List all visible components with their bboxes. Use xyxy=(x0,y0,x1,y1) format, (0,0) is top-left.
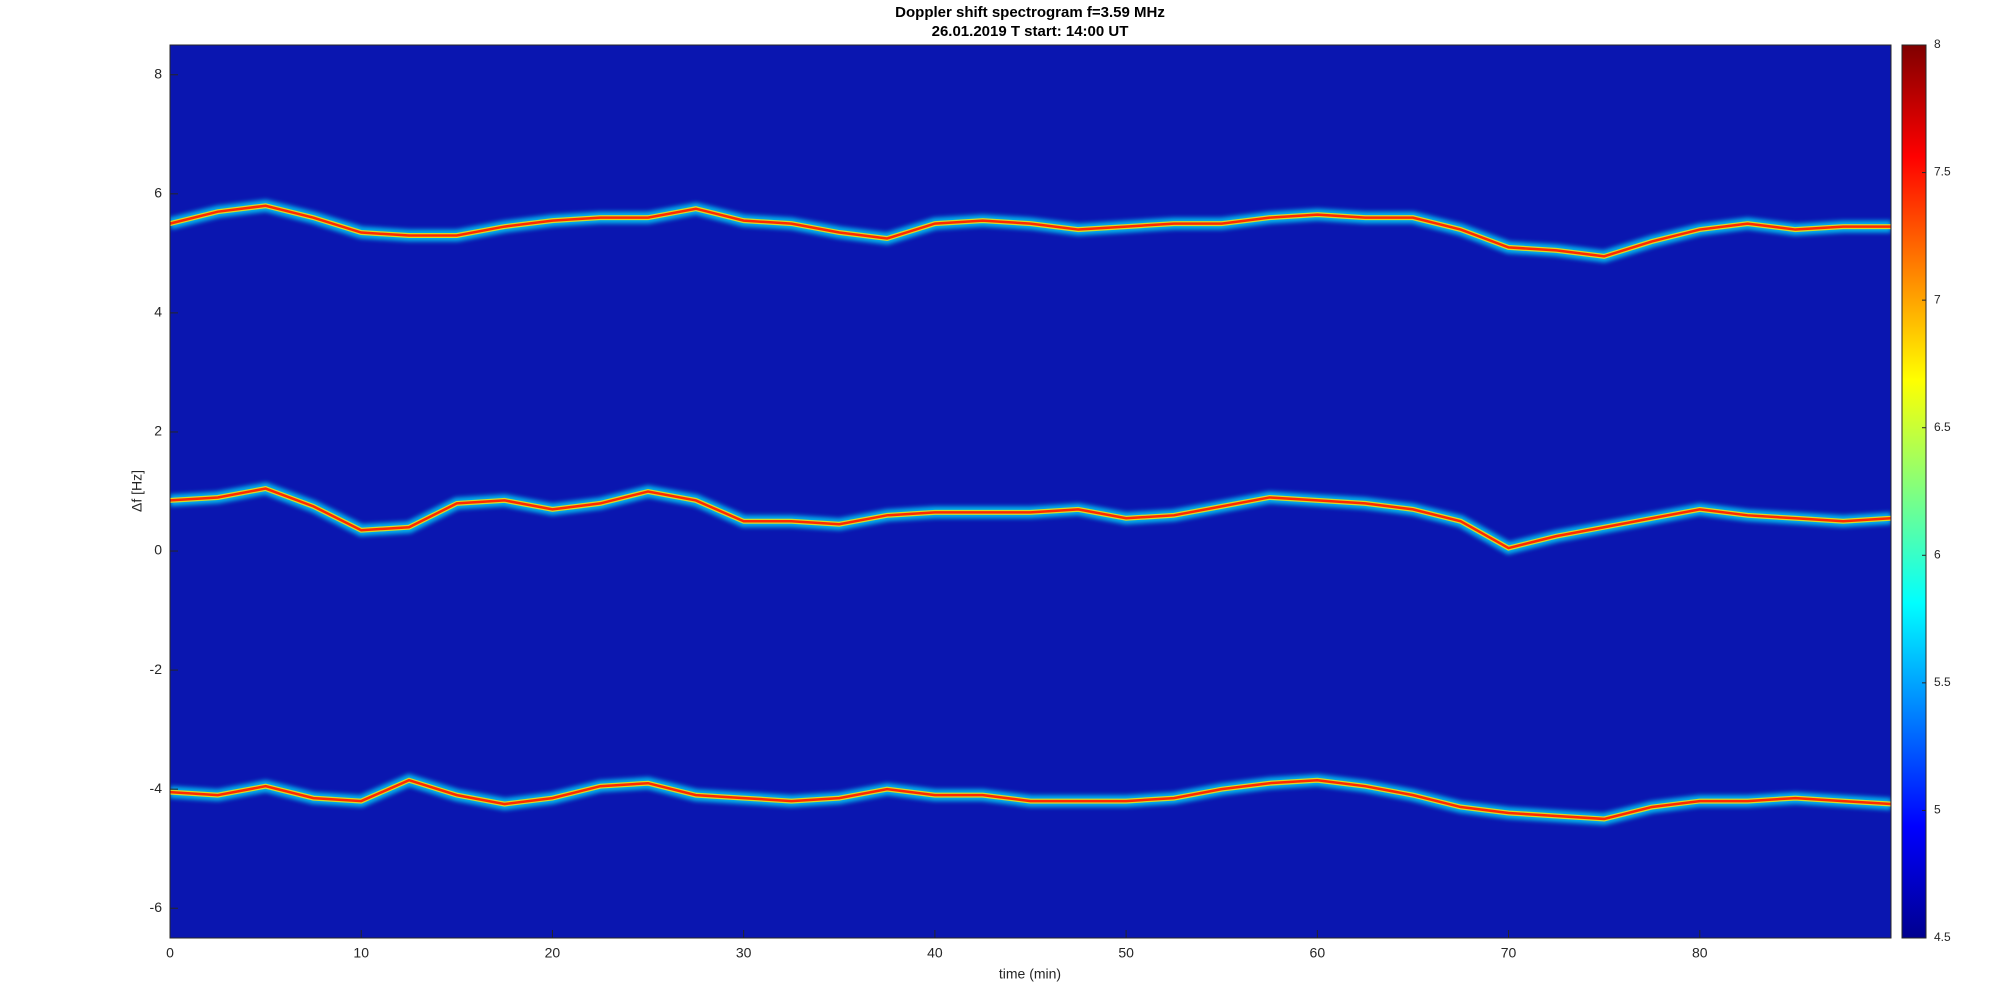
traces xyxy=(170,199,1891,825)
x-tick-label: 40 xyxy=(927,945,943,961)
trace-line xyxy=(170,204,1891,258)
chart-title: Doppler shift spectrogram f=3.59 MHz xyxy=(895,4,1165,21)
x-tick-label: 80 xyxy=(1692,945,1708,961)
colorbar-tick-label: 4.5 xyxy=(1934,930,1951,944)
y-tick-label: -6 xyxy=(150,899,163,915)
x-tick-label: 20 xyxy=(545,945,561,961)
colorbar-tick-label: 5 xyxy=(1934,803,1941,817)
x-tick-label: 60 xyxy=(1310,945,1326,961)
colorbar-tick-label: 6 xyxy=(1934,547,1941,561)
y-tick-label: 2 xyxy=(154,423,162,439)
colorbar-tick-label: 5.5 xyxy=(1934,675,1951,689)
colorbar-tick-label: 7 xyxy=(1934,292,1941,306)
y-tick-label: 6 xyxy=(154,185,162,201)
x-tick-label: 0 xyxy=(166,945,174,961)
y-tick-label: 8 xyxy=(154,65,162,81)
colorbar-tick-label: 6.5 xyxy=(1934,420,1951,434)
colorbar-tick-label: 8 xyxy=(1934,37,1941,51)
x-tick-label: 10 xyxy=(353,945,369,961)
colorbar-tick-label: 7.5 xyxy=(1934,165,1951,179)
chart-subtitle: 26.01.2019 T start: 14:00 UT xyxy=(932,23,1129,40)
y-tick-label: 4 xyxy=(154,304,162,320)
trace-line xyxy=(170,487,1891,550)
x-tick-label: 30 xyxy=(736,945,752,961)
colorbar xyxy=(1901,44,1927,939)
trace-line xyxy=(170,778,1891,821)
x-axis-label: time (min) xyxy=(999,966,1061,982)
y-tick-label: -4 xyxy=(150,780,163,796)
plot-frame xyxy=(169,44,1892,939)
x-tick-label: 70 xyxy=(1501,945,1517,961)
x-tick-label: 50 xyxy=(1118,945,1134,961)
y-axis-label: Δf [Hz] xyxy=(129,470,145,512)
y-tick-label: -2 xyxy=(150,661,163,677)
y-tick-label: 0 xyxy=(154,542,162,558)
